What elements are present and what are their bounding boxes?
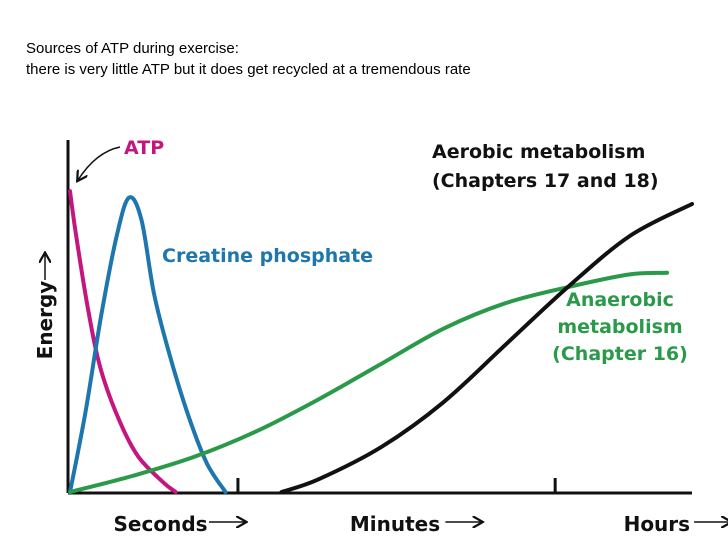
atp-label-arrow: [78, 146, 121, 180]
aerobic-label-line-1: Aerobic metabolism: [432, 141, 645, 163]
series-line-creatine-phosphate: [68, 195, 228, 494]
series-line-aerobic-metabolism: [279, 202, 694, 494]
anaerobic-label-line-3: (Chapter 16): [552, 343, 688, 365]
x-tick-label-minutes: Minutes: [350, 512, 440, 536]
caption: Sources of ATP during exercise: there is…: [26, 38, 471, 80]
creatine-phosphate-label: Creatine phosphate: [162, 245, 373, 267]
anaerobic-label-line-2: metabolism: [557, 316, 682, 338]
y-axis-label-text: Energy: [33, 281, 57, 360]
series-line-atp: [68, 189, 178, 494]
caption-line-1: Sources of ATP during exercise:: [26, 40, 239, 57]
anaerobic-label-line-1: Anaerobic: [566, 289, 674, 311]
x-tick-label-seconds: Seconds: [114, 512, 208, 536]
caption-line-2: there is very little ATP but it does get…: [26, 61, 471, 78]
series-line-anaerobic-metabolism: [68, 270, 670, 494]
x-tick-label-hours: Hours: [624, 512, 690, 536]
aerobic-label-line-2: (Chapters 17 and 18): [432, 170, 659, 192]
y-axis-label: Energy: [33, 254, 57, 359]
atp-label: ATP: [124, 137, 164, 159]
